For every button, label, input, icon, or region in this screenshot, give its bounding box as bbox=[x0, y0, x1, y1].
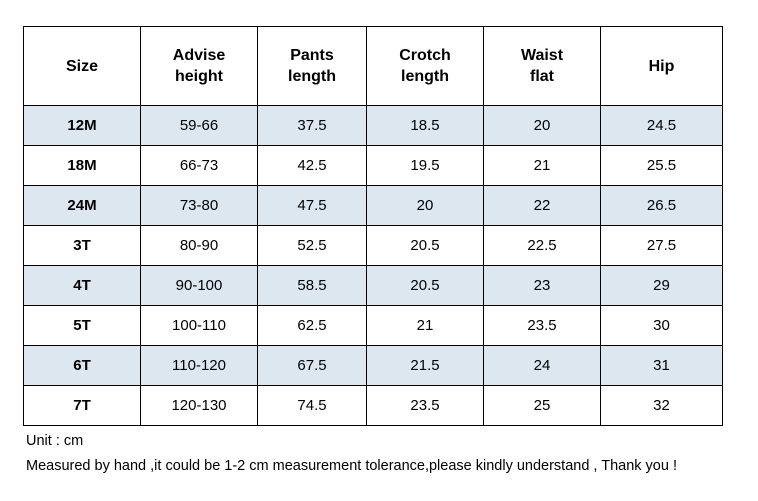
header-waist-flat: Waist flat bbox=[483, 26, 601, 106]
header-hip: Hip bbox=[600, 26, 723, 106]
size-cell: 6T bbox=[23, 345, 141, 386]
size-chart-table: Size Advise height Pants length Crotch l… bbox=[23, 26, 723, 426]
crotch-length-cell: 20 bbox=[366, 185, 484, 226]
hip-cell: 31 bbox=[600, 345, 723, 386]
size-cell: 5T bbox=[23, 305, 141, 346]
advise-height-cell: 66-73 bbox=[140, 145, 258, 186]
pants-length-cell: 42.5 bbox=[257, 145, 367, 186]
hip-cell: 25.5 bbox=[600, 145, 723, 186]
size-cell: 12M bbox=[23, 105, 141, 146]
crotch-length-cell: 20.5 bbox=[366, 265, 484, 306]
table-row: 18M 66-73 42.5 19.5 21 25.5 bbox=[23, 145, 723, 186]
waist-flat-cell: 22 bbox=[483, 185, 601, 226]
hip-cell: 26.5 bbox=[600, 185, 723, 226]
header-advise-height: Advise height bbox=[140, 26, 258, 106]
advise-height-cell: 110-120 bbox=[140, 345, 258, 386]
pants-length-cell: 52.5 bbox=[257, 225, 367, 266]
size-cell: 4T bbox=[23, 265, 141, 306]
waist-flat-cell: 23 bbox=[483, 265, 601, 306]
waist-flat-cell: 25 bbox=[483, 385, 601, 426]
waist-flat-cell: 20 bbox=[483, 105, 601, 146]
header-size: Size bbox=[23, 26, 141, 106]
crotch-length-cell: 18.5 bbox=[366, 105, 484, 146]
table-row: 3T 80-90 52.5 20.5 22.5 27.5 bbox=[23, 225, 723, 266]
advise-height-cell: 59-66 bbox=[140, 105, 258, 146]
waist-flat-cell: 22.5 bbox=[483, 225, 601, 266]
tolerance-note: Measured by hand ,it could be 1-2 cm mea… bbox=[26, 458, 677, 474]
pants-length-cell: 74.5 bbox=[257, 385, 367, 426]
advise-height-cell: 120-130 bbox=[140, 385, 258, 426]
table-row: 7T 120-130 74.5 23.5 25 32 bbox=[23, 385, 723, 426]
size-cell: 3T bbox=[23, 225, 141, 266]
table-row: 24M 73-80 47.5 20 22 26.5 bbox=[23, 185, 723, 226]
pants-length-cell: 37.5 bbox=[257, 105, 367, 146]
unit-note: Unit : cm bbox=[26, 433, 84, 449]
header-crotch-length: Crotch length bbox=[366, 26, 484, 106]
size-cell: 18M bbox=[23, 145, 141, 186]
hip-cell: 30 bbox=[600, 305, 723, 346]
header-row: Size Advise height Pants length Crotch l… bbox=[23, 26, 723, 106]
crotch-length-cell: 20.5 bbox=[366, 225, 484, 266]
crotch-length-cell: 19.5 bbox=[366, 145, 484, 186]
crotch-length-cell: 21 bbox=[366, 305, 484, 346]
advise-height-cell: 90-100 bbox=[140, 265, 258, 306]
pants-length-cell: 62.5 bbox=[257, 305, 367, 346]
hip-cell: 24.5 bbox=[600, 105, 723, 146]
crotch-length-cell: 23.5 bbox=[366, 385, 484, 426]
advise-height-cell: 100-110 bbox=[140, 305, 258, 346]
advise-height-cell: 80-90 bbox=[140, 225, 258, 266]
waist-flat-cell: 24 bbox=[483, 345, 601, 386]
size-cell: 24M bbox=[23, 185, 141, 226]
waist-flat-cell: 21 bbox=[483, 145, 601, 186]
pants-length-cell: 47.5 bbox=[257, 185, 367, 226]
table-row: 4T 90-100 58.5 20.5 23 29 bbox=[23, 265, 723, 306]
size-cell: 7T bbox=[23, 385, 141, 426]
pants-length-cell: 58.5 bbox=[257, 265, 367, 306]
crotch-length-cell: 21.5 bbox=[366, 345, 484, 386]
waist-flat-cell: 23.5 bbox=[483, 305, 601, 346]
table-row: 6T 110-120 67.5 21.5 24 31 bbox=[23, 345, 723, 386]
header-pants-length: Pants length bbox=[257, 26, 367, 106]
table-row: 12M 59-66 37.5 18.5 20 24.5 bbox=[23, 105, 723, 146]
advise-height-cell: 73-80 bbox=[140, 185, 258, 226]
table-row: 5T 100-110 62.5 21 23.5 30 bbox=[23, 305, 723, 346]
hip-cell: 29 bbox=[600, 265, 723, 306]
hip-cell: 32 bbox=[600, 385, 723, 426]
pants-length-cell: 67.5 bbox=[257, 345, 367, 386]
notes-block: Unit : cm Measured by hand ,it could be … bbox=[26, 429, 677, 479]
hip-cell: 27.5 bbox=[600, 225, 723, 266]
